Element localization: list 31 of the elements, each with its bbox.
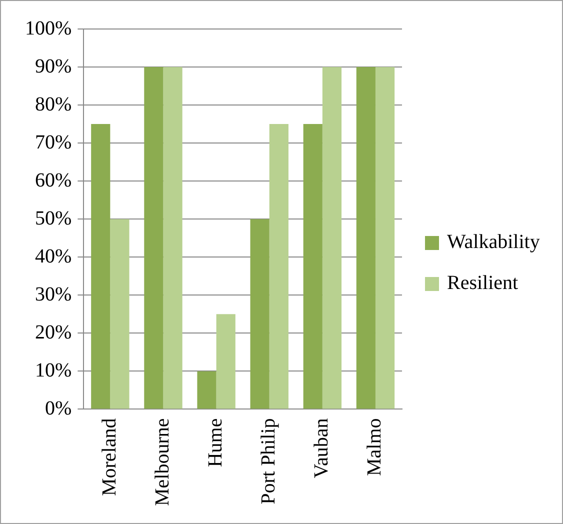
bar <box>216 314 236 409</box>
bar <box>110 219 130 409</box>
x-tick-label: Malmo <box>364 418 386 476</box>
bar <box>250 219 270 409</box>
y-tick-label: 10% <box>34 359 72 382</box>
y-tick-label: 50% <box>34 207 72 230</box>
x-tick-label: Port Philip <box>258 418 280 504</box>
x-tick-label: Vauban <box>310 418 333 478</box>
bar <box>197 371 216 409</box>
bar <box>91 124 110 409</box>
y-tick-label: 100% <box>24 17 72 40</box>
x-tick-label: Moreland <box>98 418 120 496</box>
legend-label: Resilient <box>447 272 518 295</box>
y-tick-label: 40% <box>34 245 72 268</box>
y-tick-label: 0% <box>44 397 72 420</box>
bar <box>356 67 376 409</box>
x-tick-label: Hume <box>204 418 227 468</box>
bar <box>303 124 322 409</box>
bar <box>144 67 164 409</box>
legend-label: Walkability <box>447 231 540 254</box>
y-tick-label: 70% <box>34 131 72 154</box>
bar <box>322 67 342 409</box>
bar <box>163 67 182 409</box>
x-tick-label: Melbourne <box>151 418 174 506</box>
y-tick-label: 20% <box>34 321 72 344</box>
y-tick-label: 60% <box>34 169 72 192</box>
y-tick-label: 90% <box>34 55 72 78</box>
bar <box>269 124 288 409</box>
y-tick-label: 30% <box>34 283 72 306</box>
bar <box>375 67 395 409</box>
y-tick-label: 80% <box>34 93 72 116</box>
